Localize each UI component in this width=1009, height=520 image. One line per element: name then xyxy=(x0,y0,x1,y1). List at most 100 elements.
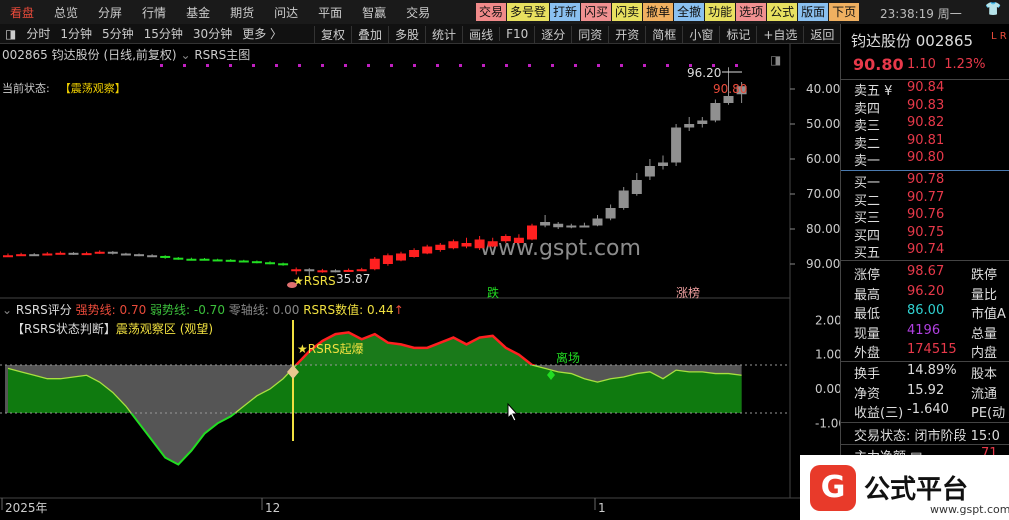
candle-body xyxy=(605,208,616,219)
candle-body xyxy=(94,251,105,254)
quick-button[interactable]: 打新 xyxy=(550,3,581,21)
signal-dot xyxy=(436,64,439,67)
candle-body xyxy=(186,258,197,261)
tool-button[interactable]: 叠加 xyxy=(351,25,388,43)
tool-button[interactable]: 统计 xyxy=(425,25,462,43)
quote-row: 涨停 98.67 跌停 xyxy=(854,264,998,283)
candle-body xyxy=(330,270,341,273)
menu-item[interactable]: 看盘 xyxy=(10,5,35,20)
quote-row: 现量 4196 总量 xyxy=(854,322,998,342)
candle-body xyxy=(592,218,603,226)
tool-button[interactable]: 逐分 xyxy=(534,25,571,43)
signal-dot xyxy=(183,64,186,67)
template-dropdown-icon[interactable]: ⌄ xyxy=(180,48,191,62)
indicator-collapse-icon[interactable]: ⌄ xyxy=(2,303,13,317)
quote-row: 收益(三) -1.640 PE(动 xyxy=(854,402,1006,421)
candle-body xyxy=(225,259,236,262)
tool-button[interactable]: +自选 xyxy=(756,25,803,43)
candle-body xyxy=(461,243,472,247)
divider xyxy=(841,260,1009,261)
indicator-tick-label: 1.00 xyxy=(815,348,840,362)
quote-row: 卖二 90.81 xyxy=(854,132,945,152)
candle-body xyxy=(658,162,668,166)
tool-button[interactable]: 多股 xyxy=(388,25,425,43)
menu-item[interactable]: 期货 xyxy=(230,5,255,20)
candle-body xyxy=(356,269,367,272)
tool-button[interactable]: 简框 xyxy=(645,25,682,43)
tool-button[interactable]: 画线 xyxy=(462,25,499,43)
signal-dot xyxy=(413,64,416,67)
candle-body xyxy=(278,263,289,266)
quick-button[interactable]: 撤单 xyxy=(643,3,674,21)
menu-item[interactable]: 智赢 xyxy=(362,5,387,20)
candle-body xyxy=(68,252,79,255)
tool-button[interactable]: 小窗 xyxy=(682,25,719,43)
menu-item[interactable]: 分屏 xyxy=(98,5,123,20)
price-tick-label: 50.00 xyxy=(806,117,840,131)
quick-button[interactable]: 全撤 xyxy=(674,3,705,21)
signal-dot xyxy=(528,64,531,67)
chart-canvas[interactable]: 90.00 80.00 70.00 60.00 50.00 40.00 96.20 90.80… xyxy=(0,0,840,520)
quick-button[interactable]: 功能 xyxy=(705,3,736,21)
candle-body xyxy=(291,269,302,272)
tool-button[interactable]: 复权 xyxy=(314,25,351,43)
signal-dot xyxy=(689,64,692,67)
signal-dot xyxy=(643,64,646,67)
signal-dot xyxy=(321,64,324,67)
quick-button[interactable]: 下页 xyxy=(829,3,860,21)
signal-dot xyxy=(735,64,738,67)
state-value: 【震荡观察】 xyxy=(59,82,126,95)
panel-toggle-icon[interactable]: ◨ xyxy=(5,26,17,41)
tool-button[interactable]: 标记 xyxy=(719,25,756,43)
menu-item[interactable]: 行情 xyxy=(142,5,167,20)
price-tick-label: 60.00 xyxy=(806,152,840,166)
quick-button[interactable]: 版面 xyxy=(798,3,829,21)
template-selector[interactable]: RSRS主图 xyxy=(194,48,251,62)
period-tab[interactable]: 15分钟 xyxy=(143,27,183,41)
signal-dot xyxy=(298,64,301,67)
period-tab[interactable]: 1分钟 xyxy=(60,27,92,41)
period-tab[interactable]: 更多 〉 xyxy=(242,27,283,41)
menu-item[interactable]: 总览 xyxy=(54,5,79,20)
quick-button[interactable]: 闪买 xyxy=(581,3,612,21)
rsrs-star-label: ★RSRS xyxy=(293,274,336,288)
candle-body xyxy=(723,96,734,103)
indicator-tick-label: 0.00 xyxy=(815,382,840,396)
menu-item[interactable]: 问达 xyxy=(274,5,299,20)
period-tab[interactable]: 分时 xyxy=(26,27,51,41)
rsrs-line-strong xyxy=(294,331,537,365)
quick-button[interactable]: 选项 xyxy=(736,3,767,21)
tool-button[interactable]: 返回 xyxy=(803,25,840,43)
candle-body xyxy=(134,254,144,257)
rsrs-line xyxy=(7,364,742,414)
divider xyxy=(841,170,1009,171)
divider xyxy=(841,79,1009,80)
menu-item[interactable]: 基金 xyxy=(186,5,211,20)
quote-row: 卖一 90.80 xyxy=(854,150,945,169)
quick-buttons: 交易 多号登 打新 闪买 闪卖 撤单 全撤 功能 选项 公式 版面 下页 xyxy=(476,3,860,21)
quick-button[interactable]: 交易 xyxy=(476,3,507,21)
skin-icon[interactable]: 👕 xyxy=(985,2,1002,17)
tool-button[interactable]: 开资 xyxy=(608,25,645,43)
tool-button[interactable]: F10 xyxy=(499,27,534,41)
menu-item[interactable]: 平面 xyxy=(318,5,343,20)
panel-icon: ◨ xyxy=(770,53,781,67)
candle-body xyxy=(147,255,158,258)
period-tab[interactable]: 30分钟 xyxy=(192,27,233,41)
tool-button[interactable]: 同资 xyxy=(571,25,608,43)
signal-dot xyxy=(666,64,669,67)
lr-toggle[interactable]: L R xyxy=(991,31,1007,42)
candle-body xyxy=(120,253,131,256)
menu-item[interactable]: 交易 xyxy=(406,5,431,20)
signal-dot xyxy=(482,64,485,67)
candle-body xyxy=(736,86,747,95)
quick-button[interactable]: 闪卖 xyxy=(612,3,643,21)
quote-row: 买五 90.74 xyxy=(854,242,945,261)
candle-body xyxy=(553,223,564,228)
price-tick-label: 70.00 xyxy=(806,187,840,201)
quick-button[interactable]: 公式 xyxy=(767,3,798,21)
period-tab[interactable]: 5分钟 xyxy=(102,27,134,41)
indicator-status: 【RSRS状态判断】震荡观察区 (观望) xyxy=(12,322,214,336)
quick-button[interactable]: 多号登 xyxy=(507,3,550,21)
logo: G 公式平台 www.gspt.com xyxy=(800,455,1009,520)
